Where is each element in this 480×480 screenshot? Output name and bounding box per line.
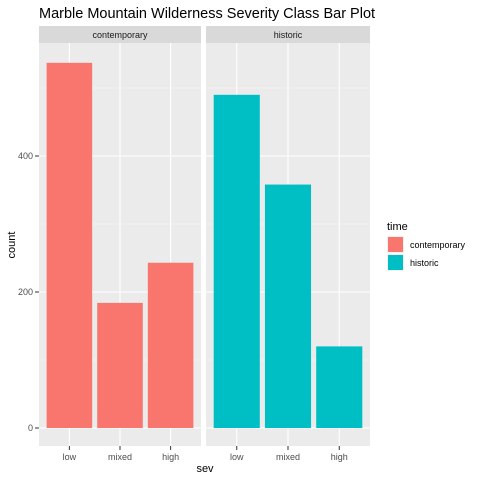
y-tick-label: 0 bbox=[28, 423, 33, 433]
strip-label-contemporary: contemporary bbox=[92, 30, 148, 40]
bar-historic-low bbox=[213, 94, 260, 429]
legend-label-contemporary: contemporary bbox=[410, 240, 466, 250]
bars bbox=[46, 62, 363, 429]
legend-label-historic: historic bbox=[410, 258, 439, 268]
y-axis: 0 200 400 bbox=[18, 151, 39, 433]
x-axis-title: sev bbox=[196, 463, 214, 475]
legend-swatch-contemporary bbox=[388, 237, 403, 252]
x-tick-label: low bbox=[230, 452, 244, 462]
bar-historic-high bbox=[316, 346, 363, 428]
legend: time contemporary historic bbox=[387, 221, 466, 271]
strip-historic bbox=[206, 26, 370, 43]
bar-contemporary-high bbox=[147, 262, 194, 428]
legend-swatch-historic bbox=[388, 255, 403, 270]
bar-historic-mixed bbox=[264, 184, 312, 428]
y-axis-title: count bbox=[6, 232, 18, 259]
bar-contemporary-mixed bbox=[97, 302, 143, 428]
x-axis: low mixed high low mixed high bbox=[63, 446, 348, 462]
x-tick-label: low bbox=[63, 452, 77, 462]
x-tick-label: high bbox=[331, 452, 348, 462]
y-tick-label: 200 bbox=[18, 287, 33, 297]
strip-label-historic: historic bbox=[274, 30, 303, 40]
x-tick-label: mixed bbox=[276, 452, 300, 462]
chart-title: Marble Mountain Wilderness Severity Clas… bbox=[39, 6, 375, 22]
x-tick-label: mixed bbox=[108, 452, 132, 462]
legend-title: time bbox=[387, 221, 408, 233]
strip-contemporary bbox=[39, 26, 201, 43]
y-tick-label: 400 bbox=[18, 151, 33, 161]
bar-contemporary-low bbox=[46, 62, 93, 429]
x-tick-label: high bbox=[162, 452, 179, 462]
